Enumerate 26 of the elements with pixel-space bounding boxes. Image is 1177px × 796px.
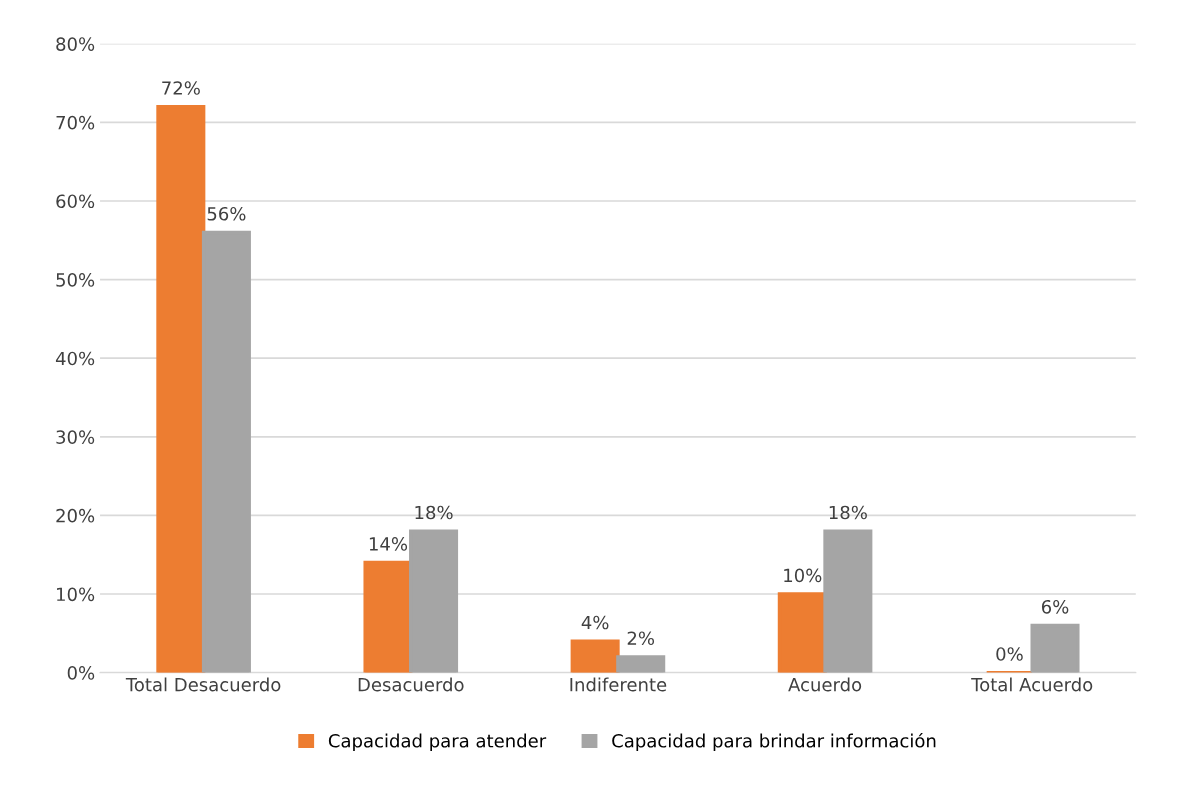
x-tick-label: Indiferente <box>570 677 667 692</box>
data-label: 56% <box>207 206 246 221</box>
y-tick-label: 40% <box>55 351 95 366</box>
y-tick-label: 60% <box>56 194 95 209</box>
data-label: 18% <box>829 505 867 520</box>
x-tick-label: Total Acuerdo <box>971 677 1093 692</box>
y-tick-label: 50% <box>56 273 95 287</box>
data-label: 10% <box>784 568 822 583</box>
y-tick-label: 30% <box>56 430 95 444</box>
data-label: 72% <box>162 81 200 95</box>
x-tick-label: Total Desacuerdo <box>125 677 281 692</box>
data-label: 4% <box>581 615 609 630</box>
y-tick-label: 80% <box>56 37 95 51</box>
data-label: 14% <box>369 537 408 551</box>
y-tick-label: 10% <box>57 587 95 602</box>
y-tick-label: 0% <box>67 666 95 680</box>
data-label: 2% <box>627 631 655 646</box>
x-tick-label: Acuerdo <box>788 677 862 692</box>
data-label: 18% <box>415 505 453 520</box>
y-tick-label: 70% <box>56 115 95 130</box>
legend-label: Capacidad para atender <box>328 733 547 752</box>
data-label: 0% <box>996 647 1023 661</box>
data-label: 6% <box>1041 599 1069 614</box>
legend-label: Capacidad para brindar información <box>612 732 936 752</box>
x-tick-label: Desacuerdo <box>358 677 464 692</box>
y-tick-label: 20% <box>56 508 95 523</box>
